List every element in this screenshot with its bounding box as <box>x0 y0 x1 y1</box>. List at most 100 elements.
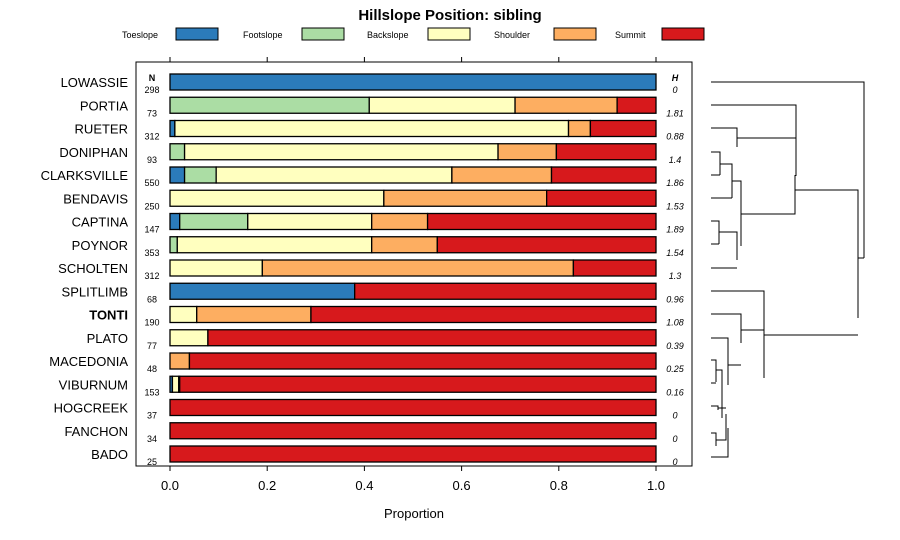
bar-segment-backslope <box>169 189 385 207</box>
bar-segment-summit <box>169 445 657 463</box>
legend-swatch <box>553 27 597 41</box>
bar-segment-shoulder <box>196 305 312 324</box>
bar-segment-summit <box>188 352 657 370</box>
row-h-value: 1.81 <box>666 108 684 118</box>
bar-segment-shoulder <box>514 96 618 114</box>
legend: Toeslope Footslope Backslope Shoulder Summit <box>122 27 705 41</box>
row-n-value: 153 <box>144 387 159 397</box>
bar-segment-summit <box>169 422 657 440</box>
legend-swatch <box>427 27 471 41</box>
bar-segment-backslope <box>169 305 198 324</box>
row-label: POYNOR <box>72 238 128 253</box>
bar-segment-shoulder <box>371 212 429 231</box>
row-h-value: 0.16 <box>666 387 684 397</box>
x-tick-label: 0.0 <box>161 478 179 493</box>
row-label: FANCHON <box>64 424 128 439</box>
row-label: SCHOLTEN <box>58 261 128 276</box>
bar-segment-footslope <box>169 143 186 161</box>
bar-segment-shoulder <box>567 119 592 138</box>
bar-segment-shoulder <box>169 352 191 370</box>
bar-row: PORTIA 73 1.81 <box>80 96 684 118</box>
bar-row: DONIPHAN 93 1.4 <box>59 143 681 165</box>
dendrogram-branches <box>711 81 865 458</box>
bar-segment-toeslope <box>169 212 181 231</box>
legend-label: Backslope <box>367 30 409 40</box>
bar-segment-backslope <box>174 119 570 138</box>
bar-segment-summit <box>555 143 657 161</box>
row-n-value: 48 <box>147 364 157 374</box>
row-label: PLATO <box>87 331 128 346</box>
bar-segment-toeslope <box>169 119 176 138</box>
legend-swatch <box>661 27 705 41</box>
legend-swatch <box>175 27 219 41</box>
row-h-value: 0.39 <box>666 341 684 351</box>
bar-segment-shoulder <box>383 189 548 207</box>
bar-row: SPLITLIMB 68 0.96 <box>62 282 684 304</box>
row-h-value: 0 <box>672 434 677 444</box>
bar-row: CLARKSVILLE 550 1.86 <box>41 166 684 188</box>
n-header: N <box>149 73 156 83</box>
row-label: BADO <box>91 447 128 462</box>
bar-row: VIBURNUM 153 0.16 <box>59 375 684 397</box>
row-n-value: 298 <box>144 85 159 95</box>
bar-row: TONTI 190 1.08 <box>89 305 684 328</box>
bar-row: HOGCREEK 37 0 <box>54 398 678 421</box>
bar-segment-shoulder <box>261 259 575 277</box>
bar-row: POYNOR 353 1.54 <box>72 236 684 258</box>
row-h-value: 0 <box>672 85 677 95</box>
bar-row: MACEDONIA 48 0.25 <box>49 352 685 374</box>
row-h-value: 0.96 <box>666 294 684 304</box>
bar-row: SCHOLTEN 312 1.3 <box>58 259 682 281</box>
legend-label: Toeslope <box>122 30 158 40</box>
row-n-value: 73 <box>147 108 157 118</box>
legend-label: Summit <box>615 30 646 40</box>
bar-segment-backslope <box>176 236 373 254</box>
bar-segment-summit <box>589 119 657 138</box>
bar-segment-summit <box>169 398 657 417</box>
row-label: LOWASSIE <box>61 75 129 90</box>
row-n-value: 68 <box>147 294 157 304</box>
row-label: VIBURNUM <box>59 377 128 392</box>
bar-row: CAPTINA 147 1.89 <box>72 212 684 235</box>
bar-segment-summit <box>550 166 657 184</box>
bar-segment-shoulder <box>497 143 558 161</box>
row-label: HOGCREEK <box>54 401 129 416</box>
bar-row: PLATO 77 0.39 <box>87 329 684 351</box>
bar-segment-backslope <box>247 212 373 231</box>
bar-segment-summit <box>616 96 657 114</box>
bar-segment-shoulder <box>371 236 438 254</box>
row-h-value: 1.08 <box>666 318 684 328</box>
x-axis-label: Proportion <box>384 506 444 521</box>
x-tick-label: 0.2 <box>258 478 276 493</box>
bar-segment-toeslope <box>169 73 657 91</box>
bar-segment-backslope <box>169 259 263 277</box>
row-label: CLARKSVILLE <box>41 168 129 183</box>
legend-label: Shoulder <box>494 30 530 40</box>
row-n-value: 312 <box>144 132 159 142</box>
bar-segment-summit <box>310 305 657 324</box>
bar-segment-summit <box>546 189 657 207</box>
bar-segment-backslope <box>169 329 209 347</box>
x-tick-label: 1.0 <box>647 478 665 493</box>
row-h-value: 0 <box>672 411 677 421</box>
bar-segment-footslope <box>183 166 217 184</box>
row-n-value: 93 <box>147 155 157 165</box>
bar-segment-toeslope <box>169 282 356 300</box>
bar-segment-summit <box>207 329 657 347</box>
bar-segment-summit <box>572 259 657 277</box>
x-tick-label: 0.8 <box>550 478 568 493</box>
row-n-value: 34 <box>147 434 157 444</box>
bar-row: BENDAVIS 250 1.53 <box>63 189 684 211</box>
row-h-value: 1.3 <box>669 271 682 281</box>
row-h-value: 1.86 <box>666 178 684 188</box>
row-h-value: 0.88 <box>666 132 684 142</box>
row-n-value: 25 <box>147 457 157 467</box>
row-n-value: 312 <box>144 271 159 281</box>
row-h-value: 0 <box>672 457 677 467</box>
bar-segment-backslope <box>183 143 499 161</box>
x-tick-label: 0.6 <box>453 478 471 493</box>
bar-segment-summit <box>426 212 657 231</box>
bar-segment-summit <box>179 375 657 393</box>
